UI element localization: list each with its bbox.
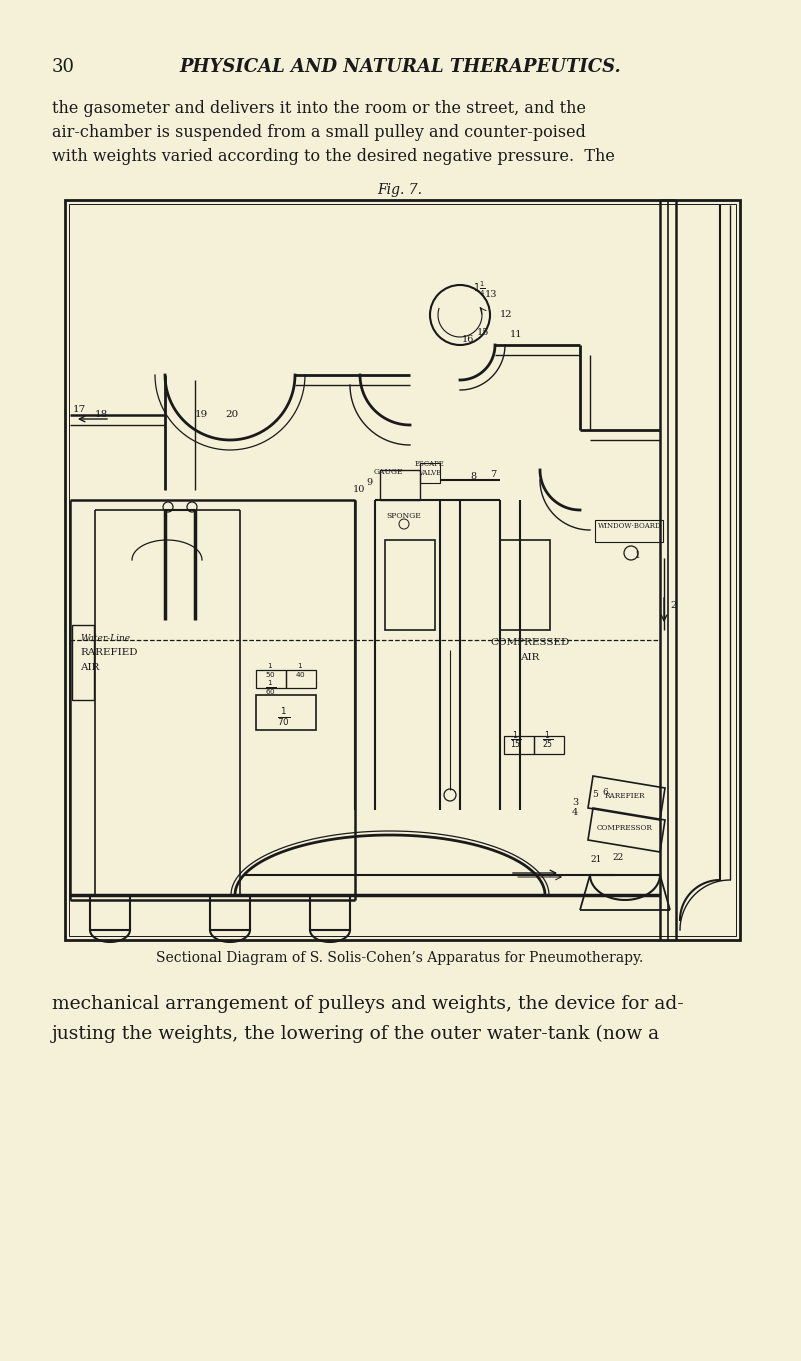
Text: 6: 6 xyxy=(602,788,608,798)
Text: $\frac{1}{50}$: $\frac{1}{50}$ xyxy=(265,661,276,680)
Bar xyxy=(500,540,550,630)
Text: 21: 21 xyxy=(590,855,602,864)
Text: SPONGE: SPONGE xyxy=(387,512,421,520)
Text: AIR: AIR xyxy=(80,663,99,672)
Text: 12: 12 xyxy=(500,310,513,318)
Bar xyxy=(69,204,736,936)
Text: 10: 10 xyxy=(353,485,365,494)
Text: 30: 30 xyxy=(52,59,75,76)
Bar xyxy=(420,463,440,483)
Text: $\frac{1}{40}$: $\frac{1}{40}$ xyxy=(296,661,307,680)
Text: 22: 22 xyxy=(612,853,623,862)
Text: 3: 3 xyxy=(572,798,578,807)
Text: justing the weights, the lowering of the outer water-tank (now a: justing the weights, the lowering of the… xyxy=(52,1025,660,1044)
Bar xyxy=(595,520,663,542)
Text: 20: 20 xyxy=(225,410,238,419)
Text: with weights varied according to the desired negative pressure.  The: with weights varied according to the des… xyxy=(52,148,615,165)
Text: Sectional Diagram of S. Solis-Cohen’s Apparatus for Pneumotherapy.: Sectional Diagram of S. Solis-Cohen’s Ap… xyxy=(156,951,644,965)
Text: 8: 8 xyxy=(470,472,476,480)
Text: $\frac{1}{70}$: $\frac{1}{70}$ xyxy=(277,706,291,728)
Text: $\frac{1}{15}$: $\frac{1}{15}$ xyxy=(510,729,522,751)
Bar xyxy=(65,200,740,940)
Text: 9: 9 xyxy=(366,478,372,487)
Bar xyxy=(534,736,564,754)
Text: 17: 17 xyxy=(73,406,87,414)
Text: COMPRESSED: COMPRESSED xyxy=(490,638,570,646)
Text: 7: 7 xyxy=(490,470,497,479)
Text: VALVE: VALVE xyxy=(418,470,441,476)
Text: COMPRESSOR: COMPRESSOR xyxy=(597,823,653,832)
Text: 16: 16 xyxy=(462,335,474,344)
Text: $1\frac{1}{4}$: $1\frac{1}{4}$ xyxy=(473,280,485,298)
Text: the gasometer and delivers it into the room or the street, and the: the gasometer and delivers it into the r… xyxy=(52,99,586,117)
Text: $\frac{1}{25}$: $\frac{1}{25}$ xyxy=(542,729,554,751)
Text: 18: 18 xyxy=(95,410,108,419)
Text: 19: 19 xyxy=(195,410,208,419)
Text: Fig. 7.: Fig. 7. xyxy=(377,182,422,197)
Text: 1: 1 xyxy=(635,551,641,559)
Text: 2: 2 xyxy=(670,600,676,610)
Text: GAUGE: GAUGE xyxy=(373,468,403,476)
Text: 15: 15 xyxy=(477,328,489,338)
Text: mechanical arrangement of pulleys and weights, the device for ad-: mechanical arrangement of pulleys and we… xyxy=(52,995,684,1013)
Bar xyxy=(385,540,435,630)
Text: AIR: AIR xyxy=(521,653,540,661)
Text: WINDOW·BOARD: WINDOW·BOARD xyxy=(598,523,662,529)
Text: Water-Line: Water-Line xyxy=(80,634,130,642)
Bar xyxy=(72,625,94,700)
Text: 5: 5 xyxy=(592,789,598,799)
Text: ESCAPE: ESCAPE xyxy=(415,460,445,468)
Text: RAREFIED: RAREFIED xyxy=(80,648,138,657)
Bar xyxy=(504,736,534,754)
Bar xyxy=(256,695,316,729)
Text: 4: 4 xyxy=(572,808,578,817)
Bar xyxy=(380,470,420,499)
Text: RAREFIER: RAREFIER xyxy=(605,792,646,800)
Bar xyxy=(256,670,286,689)
Text: 11: 11 xyxy=(510,329,522,339)
Text: air-chamber is suspended from a small pulley and counter-poised: air-chamber is suspended from a small pu… xyxy=(52,124,586,142)
Text: PHYSICAL AND NATURAL THERAPEUTICS.: PHYSICAL AND NATURAL THERAPEUTICS. xyxy=(179,59,621,76)
Text: $\frac{1}{60}$: $\frac{1}{60}$ xyxy=(265,679,276,697)
Bar xyxy=(286,670,316,689)
Text: 13: 13 xyxy=(485,290,497,299)
